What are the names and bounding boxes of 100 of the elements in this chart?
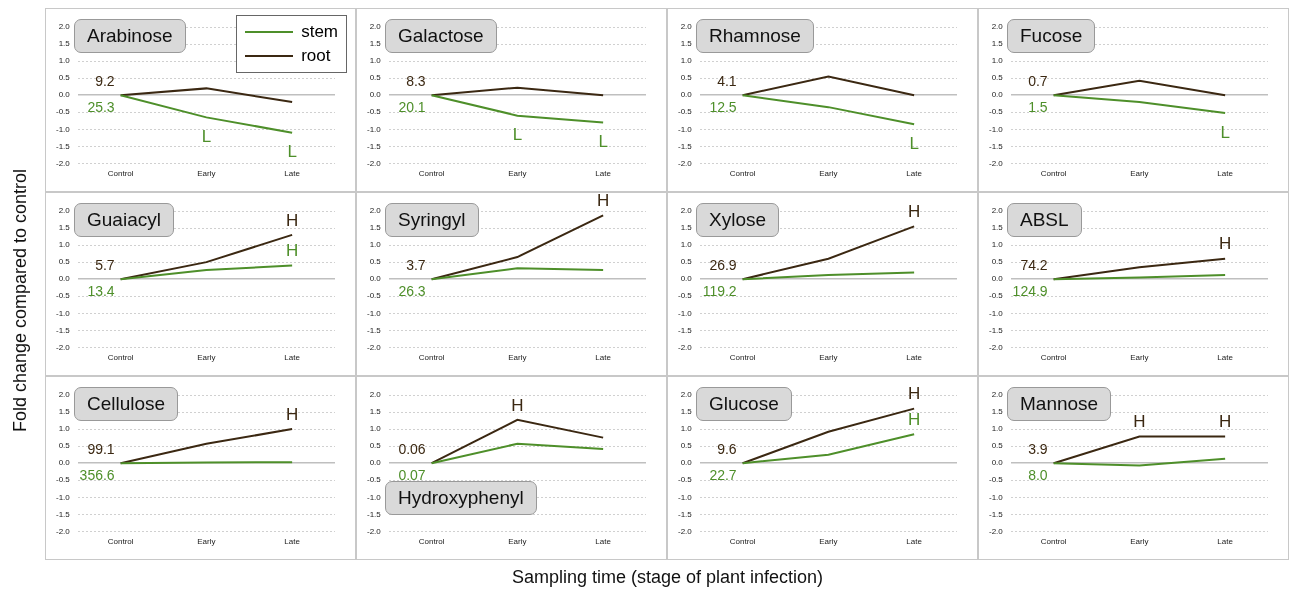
y-tick-label: 1.5 — [991, 39, 1004, 49]
y-tick-label: -1.5 — [677, 325, 693, 335]
annotation: 119.2 — [702, 283, 737, 300]
data-label: H — [907, 409, 921, 429]
y-tick-label: 0.5 — [680, 73, 693, 83]
chart-title: Fucose — [1007, 19, 1096, 53]
y-tick-label: -1.0 — [677, 308, 693, 318]
y-tick-label: 0.0 — [680, 274, 693, 284]
y-tick-label: -1.0 — [55, 124, 71, 134]
y-tick-label: 2.0 — [680, 390, 693, 400]
y-tick-label: 0.5 — [680, 441, 693, 451]
y-tick-label: 1.0 — [991, 56, 1004, 66]
y-tick-label: -2.0 — [55, 158, 71, 168]
chart-title: Syringyl — [385, 203, 479, 237]
data-label: H — [285, 241, 299, 261]
chart-title: Glucose — [696, 387, 792, 421]
y-tick-label: -1.0 — [366, 492, 382, 502]
data-label: L — [1220, 122, 1230, 142]
y-tick-label: 1.5 — [680, 223, 693, 233]
x-tick-label: Early — [508, 169, 527, 179]
y-tick-label: 0.5 — [991, 73, 1004, 83]
annotation: 26.9 — [709, 257, 737, 274]
y-tick-label: -1.0 — [55, 308, 71, 318]
annotation: 9.2 — [95, 73, 115, 90]
y-tick-label: -0.5 — [55, 291, 71, 301]
annotation: 13.4 — [87, 283, 115, 300]
data-label: L — [598, 132, 608, 152]
y-tick-label: 0.5 — [369, 441, 382, 451]
x-tick-label: Early — [197, 537, 216, 547]
y-tick-label: 2.0 — [991, 22, 1004, 32]
data-label: L — [287, 142, 297, 162]
y-tick-label: -1.5 — [677, 509, 693, 519]
y-tick-label: 0.0 — [991, 90, 1004, 100]
y-tick-label: -2.0 — [988, 526, 1004, 536]
x-tick-label: Early — [508, 537, 527, 547]
y-tick-label: 0.5 — [991, 441, 1004, 451]
y-tick-label: -2.0 — [677, 158, 693, 168]
y-tick-label: 0.0 — [680, 458, 693, 468]
chart-title: Galactose — [385, 19, 497, 53]
y-tick-label: 1.0 — [58, 56, 71, 66]
y-tick-label: 1.5 — [680, 407, 693, 417]
x-tick-label: Early — [197, 353, 216, 363]
y-tick-label: 0.0 — [58, 458, 71, 468]
y-tick-label: 1.5 — [369, 407, 382, 417]
y-tick-label: -1.0 — [988, 124, 1004, 134]
y-tick-label: 2.0 — [369, 390, 382, 400]
y-tick-label: 1.0 — [991, 424, 1004, 434]
y-tick-label: 1.0 — [369, 56, 382, 66]
annotation: 3.7 — [406, 257, 426, 274]
data-label: H — [285, 210, 299, 230]
y-tick-label: -1.0 — [988, 492, 1004, 502]
y-tick-label: 1.0 — [369, 240, 382, 250]
annotation: 8.0 — [1028, 467, 1048, 484]
data-label: H — [907, 384, 921, 404]
x-tick-label: Control — [1040, 169, 1067, 179]
x-tick-label: Late — [595, 353, 612, 363]
annotation: 26.3 — [398, 283, 426, 300]
data-label: H — [1218, 234, 1232, 254]
y-tick-label: -1.5 — [55, 141, 71, 151]
y-tick-label: -0.5 — [366, 291, 382, 301]
annotation: 20.1 — [398, 99, 426, 116]
y-tick-label: 1.5 — [58, 39, 71, 49]
y-tick-label: -2.0 — [55, 342, 71, 352]
data-label: H — [907, 202, 921, 222]
x-tick-label: Control — [729, 537, 756, 547]
x-tick-label: Control — [729, 169, 756, 179]
y-tick-label: -1.5 — [366, 509, 382, 519]
y-tick-label: -1.5 — [988, 141, 1004, 151]
y-axis-title: Fold change compared to control — [9, 167, 31, 435]
annotation: 99.1 — [87, 441, 115, 458]
y-tick-label: -1.5 — [366, 325, 382, 335]
chart-title: Xylose — [696, 203, 780, 237]
y-tick-label: -1.5 — [366, 141, 382, 151]
y-tick-label: 0.0 — [991, 458, 1004, 468]
y-tick-label: 2.0 — [680, 206, 693, 216]
annotation: 4.1 — [717, 73, 737, 90]
y-tick-label: -0.5 — [677, 475, 693, 485]
y-tick-label: -2.0 — [366, 526, 382, 536]
y-tick-label: -1.0 — [988, 308, 1004, 318]
y-tick-label: -1.5 — [988, 509, 1004, 519]
x-tick-label: Late — [284, 169, 301, 179]
x-tick-label: Late — [284, 353, 301, 363]
y-tick-label: -2.0 — [366, 158, 382, 168]
y-tick-label: -2.0 — [988, 342, 1004, 352]
x-tick-label: Control — [418, 169, 445, 179]
y-tick-label: -2.0 — [677, 342, 693, 352]
data-label: H — [1133, 412, 1146, 432]
x-tick-label: Control — [107, 537, 134, 547]
annotation: 124.9 — [1012, 283, 1048, 300]
y-tick-label: 1.0 — [58, 424, 71, 434]
annotation: 8.3 — [406, 73, 426, 90]
y-tick-label: 1.0 — [680, 56, 693, 66]
data-label: L — [909, 133, 919, 153]
annotation: 5.7 — [95, 257, 115, 274]
y-tick-label: 1.5 — [58, 407, 71, 417]
annotation: 3.9 — [1028, 441, 1048, 458]
y-tick-label: -1.0 — [366, 124, 382, 134]
annotation: 0.7 — [1028, 73, 1048, 90]
y-tick-label: -0.5 — [677, 291, 693, 301]
y-tick-label: 0.0 — [58, 274, 71, 284]
